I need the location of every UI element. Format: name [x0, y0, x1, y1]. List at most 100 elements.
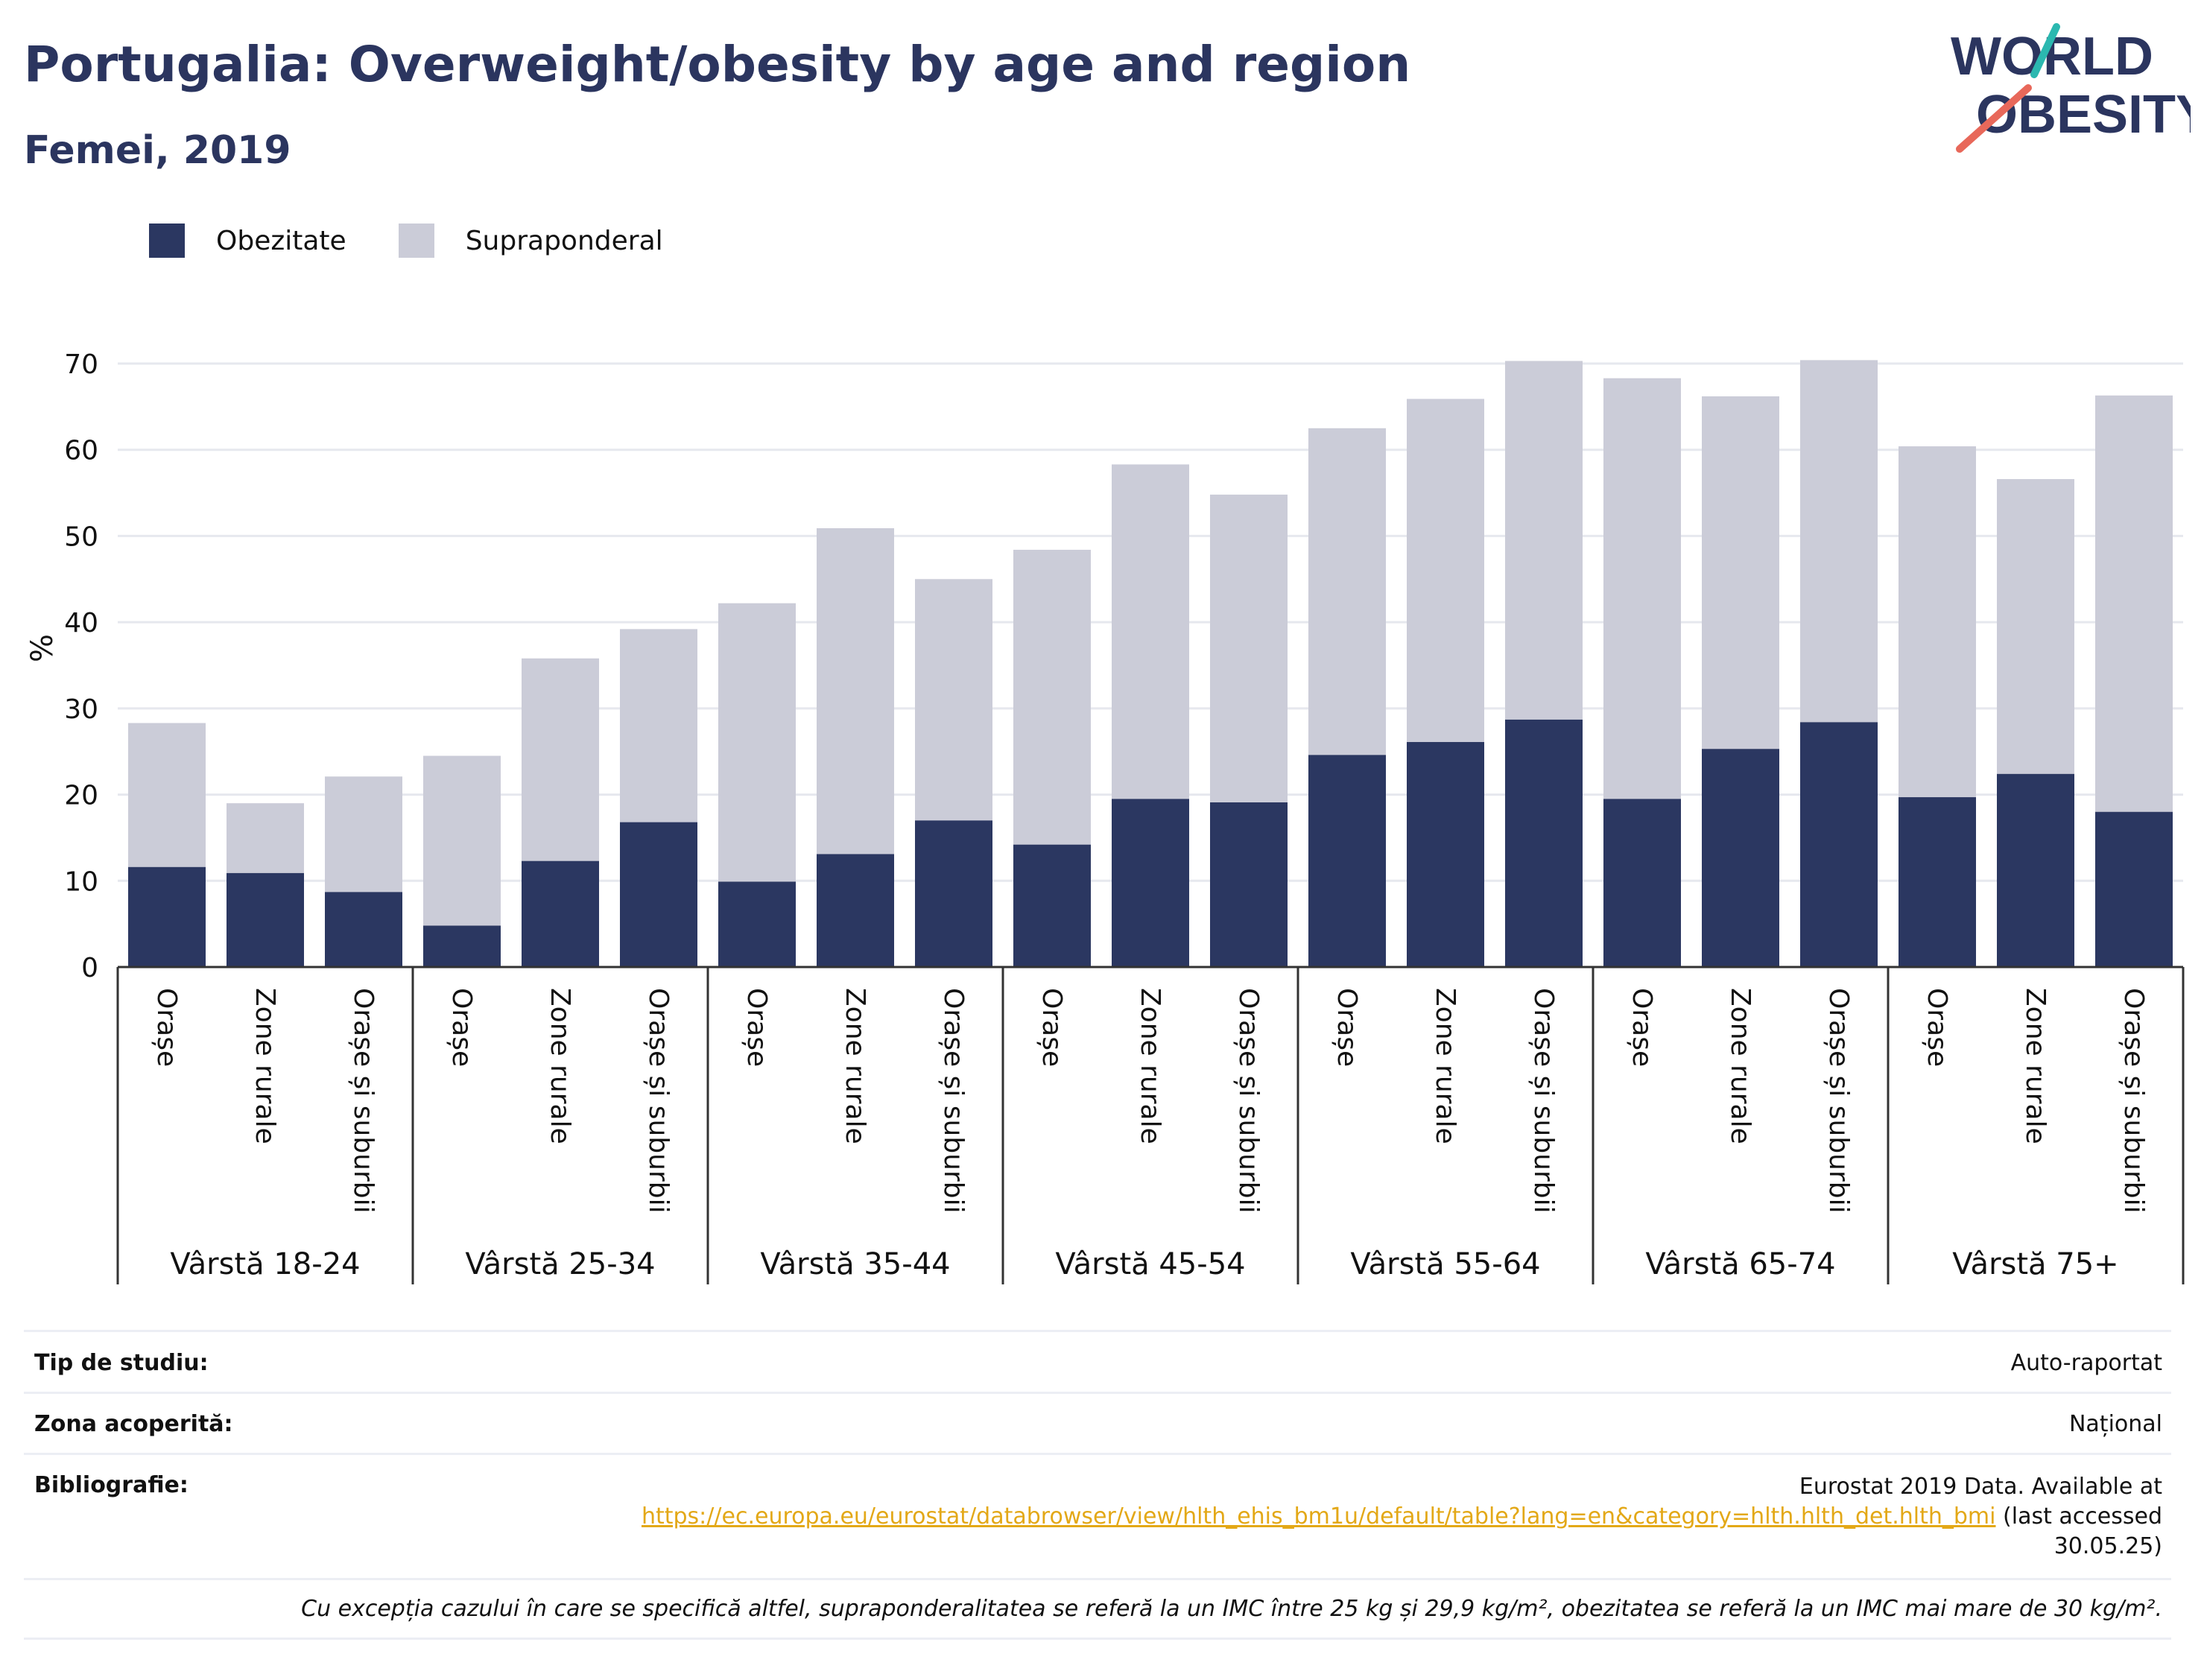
bibliography-value: Eurostat 2019 Data. Available at https:/… [642, 1472, 2162, 1562]
bar-overweight [1013, 549, 1091, 845]
bar-overweight [1112, 464, 1189, 799]
legend-label-overweight: Supraponderal [465, 225, 663, 256]
y-tick-label: 0 [81, 953, 98, 983]
y-tick-label: 40 [64, 608, 98, 638]
group-label: Vârstă 25-34 [465, 1247, 655, 1281]
bar-overweight [227, 803, 304, 873]
logo-stroke-bottom [1956, 84, 2032, 153]
bar-obesity [1899, 797, 1976, 967]
bar-obesity [1013, 844, 1091, 967]
group-label: Vârstă 45-54 [1055, 1247, 1245, 1281]
x-tick-label: Zone rurale [250, 988, 280, 1144]
x-tick-label: Orașe și suburbii [2118, 988, 2149, 1214]
bar-overweight [1603, 378, 1681, 799]
page-title: Portugalia: Overweight/obesity by age an… [24, 36, 1411, 93]
bar-overweight [1407, 399, 1484, 742]
coverage-value: Național [2068, 1411, 2162, 1437]
y-tick-label: 60 [64, 436, 98, 466]
bar-obesity [1603, 799, 1681, 967]
bar-obesity [1407, 741, 1484, 967]
bibliography-line2: https://ec.europa.eu/eurostat/databrowse… [642, 1502, 2162, 1532]
bar-overweight [718, 603, 796, 882]
bar-overweight [1702, 396, 1779, 749]
bar-overweight [1899, 446, 1976, 798]
group-label: Vârstă 75+ [1952, 1247, 2118, 1281]
x-tick-label: Orașe și suburbii [348, 988, 379, 1214]
x-tick-label: Orașe și suburbii [1823, 988, 1854, 1214]
x-tick-label: Orașe și suburbii [1528, 988, 1559, 1214]
bar-overweight [423, 755, 501, 926]
bar-obesity [325, 892, 402, 967]
bibliography-label: Bibliografie: [34, 1472, 189, 1498]
bar-obesity [2095, 811, 2173, 967]
y-axis-label: % [25, 634, 60, 662]
y-tick-label: 70 [64, 349, 98, 380]
y-tick-label: 20 [64, 781, 98, 811]
x-tick-label: Zone rurale [1135, 988, 1165, 1144]
coverage-label: Zona acoperită: [34, 1411, 233, 1437]
legend-item-overweight[interactable]: Supraponderal [398, 224, 663, 258]
y-tick-label: 10 [64, 866, 98, 897]
definition-note: Cu excepția cazului în care se specifică… [301, 1596, 2162, 1622]
bibliography-date: 30.05.25) [2053, 1533, 2162, 1559]
bar-obesity [1997, 773, 2074, 967]
x-tick-label: Orașe și suburbii [643, 988, 674, 1214]
bar-obesity [1702, 749, 1779, 967]
x-tick-label: Orașe [1036, 988, 1067, 1067]
bar-obesity [423, 925, 501, 967]
bar-overweight [1800, 360, 1878, 723]
x-tick-label: Orașe [1922, 988, 1952, 1067]
bar-overweight [620, 629, 697, 822]
page-subtitle: Femei, 2019 [24, 128, 291, 173]
legend-swatch-obesity [149, 224, 185, 258]
bar-overweight [915, 579, 992, 821]
legend-item-obesity[interactable]: Obezitate [149, 224, 346, 258]
bar-obesity [620, 822, 697, 967]
study-type-label: Tip de studiu: [34, 1350, 209, 1376]
group-label: Vârstă 55-64 [1350, 1247, 1540, 1281]
bar-obesity [227, 872, 304, 967]
bar-overweight [325, 776, 402, 893]
bibliography-line1: Eurostat 2019 Data. Available at [1799, 1474, 2162, 1500]
bar-obesity [522, 860, 599, 967]
legend-swatch-overweight [398, 224, 434, 258]
x-tick-label: Zone rurale [840, 988, 870, 1144]
x-tick-label: Zone rurale [1430, 988, 1460, 1144]
bar-obesity [915, 820, 992, 967]
divider [24, 1392, 2171, 1394]
logo-text-obesity: OBESITY [1976, 85, 2191, 145]
bar-overweight [817, 528, 894, 855]
x-tick-label: Orașe și suburbii [1233, 988, 1264, 1214]
logo-stroke-top [2030, 23, 2060, 78]
bar-overweight [1505, 361, 1583, 720]
stacked-bar-chart: 0 10 20 30 40 50 60 70% Orașe Zone rurale Orașe și… [25, 349, 2185, 1284]
x-tick-label: Orașe și suburbii [938, 988, 969, 1214]
group-label: Vârstă 65-74 [1645, 1247, 1835, 1281]
bar-overweight [2095, 395, 2173, 812]
divider [24, 1578, 2171, 1580]
study-type-value: Auto-raportat [2010, 1350, 2162, 1376]
x-tick-label: Orașe [151, 988, 182, 1067]
bar-obesity [817, 854, 894, 967]
world-obesity-logo: WORLD OBESITY [1951, 23, 2191, 153]
bar-obesity [1800, 722, 1878, 967]
x-tick-label: Zone rurale [2020, 988, 2051, 1144]
x-tick-label: Orașe [741, 988, 772, 1067]
bar-obesity [718, 881, 796, 967]
bar-overweight [1308, 428, 1386, 755]
x-tick-label: Orașe [446, 988, 477, 1067]
x-tick-label: Orașe [1627, 988, 1657, 1067]
x-tick-label: Zone rurale [545, 988, 575, 1144]
bar-obesity [128, 866, 206, 967]
bibliography-link[interactable]: https://ec.europa.eu/eurostat/databrowse… [641, 1503, 1996, 1530]
x-tick-label: Zone rurale [1725, 988, 1755, 1144]
bar-overweight [1997, 479, 2074, 774]
bar-overweight [128, 723, 206, 867]
group-label: Vârstă 35-44 [760, 1247, 950, 1281]
legend-label-obesity: Obezitate [216, 225, 346, 256]
bar-obesity [1505, 719, 1583, 967]
bar-overweight [522, 658, 599, 861]
y-tick-label: 30 [64, 694, 98, 725]
bibliography-suffix: (last accessed [2003, 1503, 2162, 1530]
divider [24, 1330, 2171, 1332]
